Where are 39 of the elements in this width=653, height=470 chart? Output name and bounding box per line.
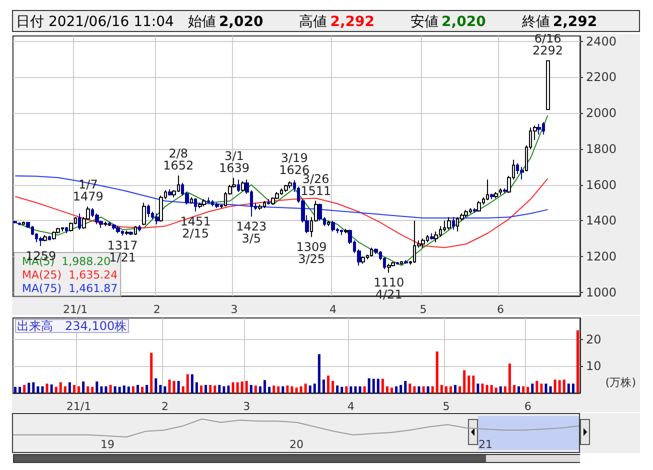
y-tick-label: 1600 — [586, 178, 617, 192]
x-tick-label: 4 — [330, 303, 337, 316]
text: 安値 2,020 — [410, 14, 486, 30]
y-tick-label: 1200 — [586, 250, 617, 264]
x-tick-label: 5 — [420, 303, 427, 316]
x-tick-label: 2 — [153, 303, 160, 316]
x-tick-label: 21 — [478, 438, 492, 451]
annotation: 1423 3/5 — [236, 220, 267, 246]
x-tick-label: 6 — [524, 400, 532, 413]
text: MA(75) 1,461.87 — [22, 282, 118, 295]
x-tick-label: 3 — [243, 400, 250, 413]
x-tick-label: 2 — [161, 400, 168, 413]
x-tick-label: 3 — [230, 303, 238, 316]
text: 終値 2,292 — [522, 14, 598, 30]
x-tick-label: 5 — [442, 400, 450, 413]
annotation: 1309 3/25 — [296, 240, 327, 266]
annotation: 1451 2/15 — [180, 214, 211, 241]
text: 高値 2,292 — [299, 14, 375, 30]
x-tick-label: 4 — [347, 400, 354, 413]
y-tick-label: 2000 — [586, 106, 617, 120]
annotation: 3/1 1639 — [218, 148, 250, 175]
text: 始値 2,020 — [188, 14, 264, 30]
x-tick-label: 21/1 — [66, 400, 92, 413]
text: MA(25) 1,635.24 — [22, 268, 118, 282]
y-tick-label: 2400 — [586, 34, 617, 48]
chart-title: 日付 2021/06/16 11:04 — [16, 14, 174, 30]
x-tick-label: 21/1 — [62, 303, 88, 316]
chart-title: 出来高 234,100株 — [17, 319, 127, 333]
y-tick-label: 20 — [586, 332, 602, 346]
y-tick-label: 10 — [586, 359, 602, 374]
y-tick-label: 1800 — [586, 142, 617, 156]
x-tick-label: 20 — [290, 438, 304, 451]
x-tick-label: 19 — [100, 438, 114, 451]
x-tick-label: 6 — [497, 303, 504, 316]
annotation: 2/8 1652 — [163, 146, 194, 173]
y-tick-label: 2200 — [586, 70, 617, 84]
y-axis-title: (万株) — [605, 376, 636, 389]
y-tick-label: 1000 — [586, 285, 617, 300]
y-tick-label: 1400 — [586, 214, 617, 228]
